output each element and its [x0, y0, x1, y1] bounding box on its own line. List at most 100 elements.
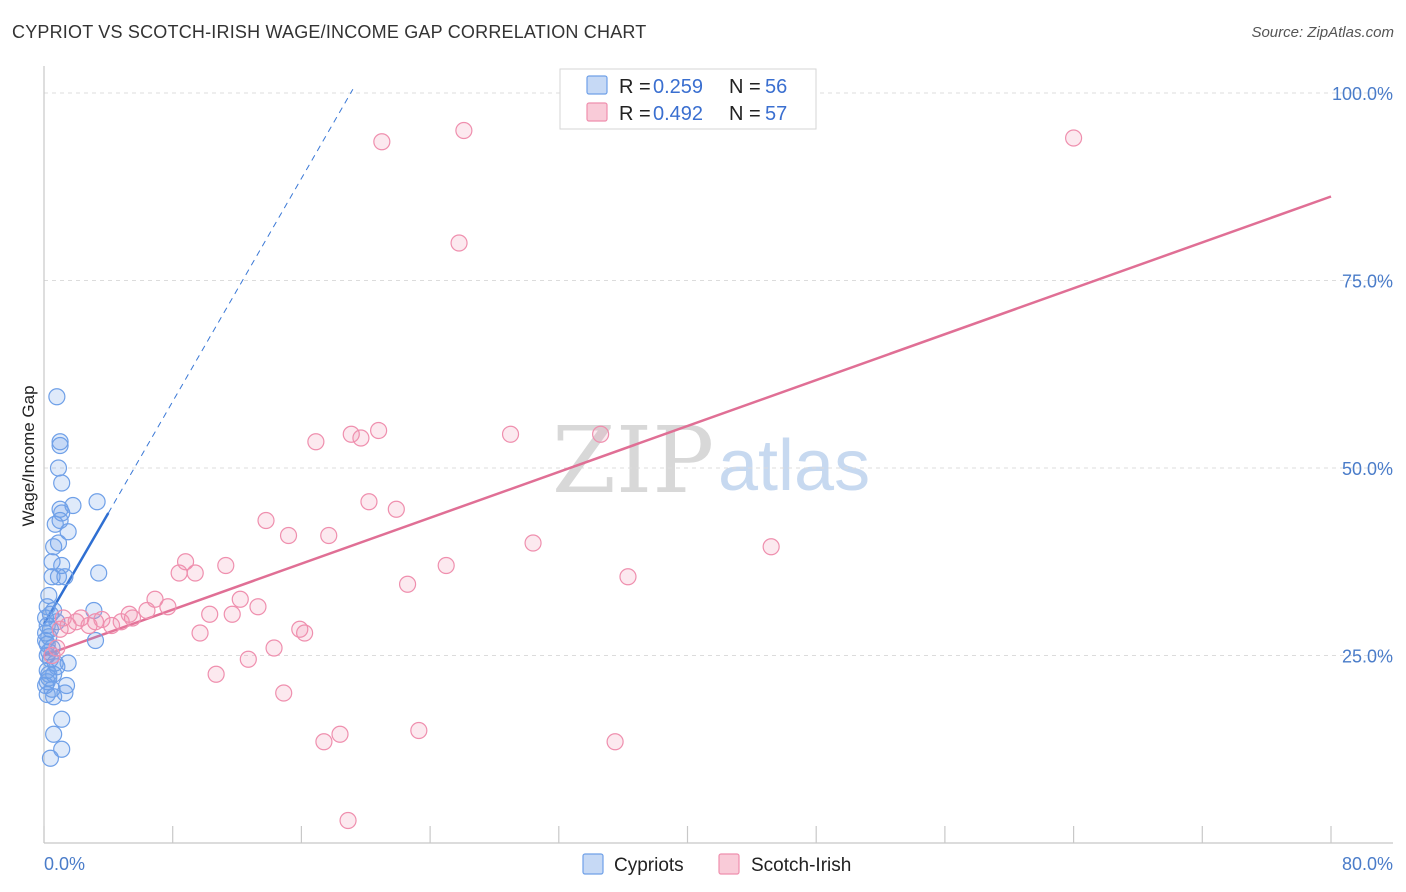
point-scotch-irish-13 — [123, 609, 142, 627]
point-scotch-irish-54 — [619, 568, 637, 586]
legend-n-value-cypriots: 56 — [765, 76, 787, 98]
point-cypriots-42 — [41, 749, 60, 767]
point-cypriots-24 — [49, 534, 68, 552]
legend-swatch-scotch-irish — [586, 102, 608, 122]
point-scotch-irish-51 — [524, 534, 542, 552]
point-scotch-irish-41 — [360, 493, 378, 511]
point-cypriots-35 — [48, 388, 66, 406]
point-cypriots-49 — [40, 586, 58, 605]
point-scotch-irish-4 — [59, 616, 77, 635]
tick-labels: 25.0% 50.0% 75.0% 100.0% 0.0% 80.0% — [44, 84, 1393, 874]
point-cypriots-32 — [49, 459, 68, 477]
point-scotch-irish-2 — [51, 620, 69, 638]
point-scotch-irish-25 — [231, 590, 249, 608]
watermark-atlas: atlas — [718, 426, 870, 506]
point-scotch-irish-15 — [146, 590, 164, 608]
point-scotch-irish-33 — [296, 624, 314, 642]
y-axis-label: Wage/Income Gap — [19, 385, 38, 526]
trend-line-cypriots-extension — [107, 89, 354, 514]
point-scotch-irish-39 — [342, 425, 360, 443]
point-scotch-irish-36 — [320, 526, 338, 545]
point-cypriots-37 — [57, 676, 76, 695]
point-scotch-irish-18 — [176, 553, 195, 571]
point-scotch-irish-10 — [102, 616, 121, 635]
legend-r-label-scotch-irish: R = — [619, 103, 651, 125]
point-cypriots-33 — [51, 436, 69, 455]
source-label: Source: ZipAtlas.com — [1251, 24, 1394, 41]
point-scotch-irish-50 — [501, 425, 520, 443]
legend-n-label-cypriots: N = — [729, 76, 761, 98]
point-scotch-irish-49 — [455, 121, 473, 140]
point-scotch-irish-55 — [762, 538, 780, 556]
gridlines — [44, 92, 1393, 656]
point-scotch-irish-9 — [93, 610, 111, 629]
point-scotch-irish-43 — [373, 133, 391, 151]
point-scotch-irish-21 — [201, 605, 219, 623]
point-cypriots-39 — [53, 710, 71, 728]
point-cypriots-22 — [53, 556, 71, 575]
point-cypriots-9 — [38, 685, 56, 704]
point-scotch-irish-44 — [387, 500, 405, 518]
legend-r-value-scotch-irish: 0.492 — [653, 103, 703, 125]
point-scotch-irish-45 — [398, 575, 417, 593]
legend-swatch-cypriots — [586, 75, 608, 95]
point-scotch-irish-1 — [48, 639, 66, 657]
x-tick-label-min: 0.0% — [44, 854, 85, 874]
legend-r-label-cypriots: R = — [619, 76, 651, 98]
y-tick-label-3: 100.0% — [1332, 84, 1393, 104]
bottom-legend-swatch-cypriots — [582, 853, 604, 875]
trend-lines — [42, 89, 1332, 657]
point-scotch-irish-52 — [592, 425, 610, 443]
point-cypriots-55 — [38, 673, 56, 691]
watermark-zip: ZIP — [552, 407, 714, 514]
trend-line-scotch-irish — [43, 195, 1332, 657]
bottom-legend-label-scotch-irish: Scotch-Irish — [751, 855, 851, 876]
y-tick-label-2: 75.0% — [1342, 272, 1393, 292]
point-scotch-irish-35 — [315, 733, 333, 751]
data-points — [37, 121, 1083, 830]
point-scotch-irish-29 — [265, 639, 283, 657]
point-cypriots-44 — [90, 564, 108, 582]
point-cypriots-38 — [59, 654, 77, 672]
bottom-legend-label-cypriots: Cypriots — [614, 855, 684, 876]
point-cypriots-40 — [45, 725, 63, 743]
point-scotch-irish-48 — [450, 234, 468, 252]
point-scotch-irish-28 — [257, 511, 275, 530]
point-scotch-irish-8 — [86, 613, 105, 631]
point-cypriots-18 — [43, 568, 61, 586]
point-scotch-irish-26 — [239, 650, 257, 668]
bottom-legend-swatch-scotch-irish — [718, 853, 740, 875]
point-scotch-irish-46 — [410, 721, 428, 740]
point-cypriots-29 — [59, 523, 77, 541]
point-scotch-irish-34 — [307, 433, 325, 451]
chart-title: CYPRIOT VS SCOTCH-IRISH WAGE/INCOME GAP … — [12, 22, 647, 42]
point-cypriots-34 — [51, 433, 69, 451]
x-tick-label-max: 80.0% — [1342, 854, 1393, 874]
point-cypriots-41 — [53, 740, 71, 758]
point-cypriots-30 — [64, 496, 82, 515]
point-cypriots-46 — [86, 631, 105, 650]
stats-legend: R = 0.259 N = 56 R = 0.492 N = 57 — [559, 68, 817, 130]
y-tick-label-0: 25.0% — [1342, 647, 1393, 667]
point-scotch-irish-24 — [223, 605, 241, 623]
point-cypriots-43 — [88, 493, 106, 511]
point-scotch-irish-56 — [1064, 129, 1083, 147]
point-cypriots-52 — [45, 688, 63, 706]
legend-n-label-scotch-irish: N = — [729, 103, 761, 125]
y-tick-label-1: 50.0% — [1342, 459, 1393, 479]
point-scotch-irish-42 — [370, 421, 388, 440]
axes — [43, 66, 1393, 844]
point-scotch-irish-27 — [249, 598, 267, 616]
point-cypriots-19 — [49, 568, 68, 586]
legend-n-value-scotch-irish: 57 — [765, 103, 787, 125]
point-scotch-irish-16 — [159, 598, 177, 616]
point-scotch-irish-31 — [279, 526, 298, 545]
point-scotch-irish-40 — [352, 429, 370, 447]
point-cypriots-54 — [41, 605, 60, 623]
point-cypriots-21 — [43, 553, 61, 571]
point-scotch-irish-38 — [339, 811, 357, 830]
point-scotch-irish-47 — [437, 556, 455, 575]
point-scotch-irish-19 — [186, 564, 204, 582]
point-cypriots-20 — [56, 568, 74, 586]
